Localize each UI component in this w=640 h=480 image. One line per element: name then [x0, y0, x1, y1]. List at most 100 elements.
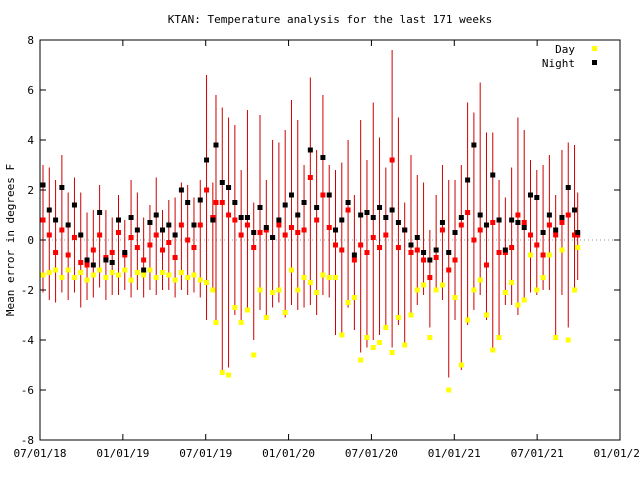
day-point	[232, 305, 238, 310]
mean-point	[333, 242, 339, 248]
mean-point	[339, 247, 345, 253]
night-point	[565, 185, 571, 190]
day-point	[90, 272, 96, 278]
mean-point	[421, 257, 427, 263]
x-tick-label: 01/01/20	[262, 447, 315, 460]
day-point	[534, 287, 540, 293]
day-point	[439, 282, 445, 288]
mean-point	[307, 175, 313, 180]
night-point	[502, 247, 508, 253]
day-point	[427, 335, 433, 340]
night-point	[282, 202, 288, 208]
day-point	[477, 277, 483, 283]
day-point	[333, 275, 339, 280]
night-point	[238, 215, 244, 220]
mean-point	[115, 230, 121, 235]
day-point	[53, 267, 59, 273]
mean-point	[540, 252, 546, 258]
y-tick-label: 0	[27, 234, 34, 247]
day-point	[147, 267, 153, 273]
day-point	[364, 335, 370, 340]
legend-day-label: Day	[555, 43, 575, 56]
day-point	[103, 275, 109, 280]
mean-point	[483, 262, 489, 268]
day-point	[282, 310, 288, 315]
mean-point	[191, 245, 197, 250]
day-point	[433, 287, 439, 293]
mean-point	[282, 232, 288, 238]
mean-point	[84, 262, 90, 268]
night-point	[288, 192, 294, 198]
mean-point	[65, 252, 71, 258]
night-point	[219, 180, 225, 185]
day-point	[226, 372, 232, 378]
mean-point	[433, 255, 439, 260]
day-point	[458, 362, 464, 368]
night-point	[458, 215, 464, 220]
day-point	[471, 287, 477, 293]
day-point	[358, 357, 364, 363]
night-point	[226, 185, 232, 190]
day-point	[251, 352, 257, 358]
mean-point	[345, 207, 351, 213]
day-point	[540, 275, 546, 280]
y-tick-label: 4	[27, 134, 34, 147]
mean-point	[314, 217, 320, 223]
mean-point	[509, 245, 515, 250]
day-point	[389, 350, 395, 355]
y-tick-label: -2	[21, 284, 34, 297]
mean-point	[320, 192, 326, 198]
night-point	[433, 247, 439, 253]
night-point	[59, 185, 65, 190]
night-point	[134, 227, 140, 233]
night-point	[575, 230, 581, 235]
day-point	[314, 290, 320, 295]
night-point	[71, 202, 77, 208]
day-point	[515, 302, 521, 308]
night-point	[528, 192, 534, 198]
mean-point	[219, 200, 225, 205]
day-point	[546, 252, 552, 258]
x-axis: 07/01/18 01/01/19 07/01/19 01/01/20 07/01/20…	[14, 40, 640, 460]
day-point	[153, 275, 159, 280]
day-point	[178, 270, 184, 275]
day-point	[213, 320, 219, 325]
mean-point	[389, 157, 395, 163]
night-point	[40, 182, 46, 188]
night-point	[103, 257, 109, 263]
mean-point	[141, 257, 147, 263]
mean-point	[160, 247, 166, 253]
mean-point	[565, 212, 571, 218]
legend: Day Night	[542, 43, 597, 70]
mean-point	[326, 225, 332, 230]
night-point	[115, 217, 121, 223]
mean-point	[414, 247, 420, 253]
x-tick-label: 07/01/18	[14, 447, 67, 460]
day-point	[263, 315, 269, 320]
night-point	[251, 230, 257, 235]
day-point	[377, 340, 383, 345]
day-point	[197, 277, 203, 283]
mean-point	[364, 250, 370, 255]
day-point	[307, 280, 313, 285]
y-tick-label: -6	[21, 384, 34, 397]
mean-point	[515, 212, 521, 218]
night-point	[477, 212, 483, 218]
day-point	[71, 275, 77, 280]
night-point	[402, 227, 408, 233]
day-point	[210, 287, 216, 293]
night-point	[232, 200, 238, 205]
day-point	[295, 287, 301, 293]
night-point	[128, 215, 134, 220]
night-point	[172, 232, 178, 238]
y-tick-label: -8	[21, 434, 34, 447]
night-point	[364, 210, 370, 215]
mean-point	[446, 267, 452, 273]
day-point	[572, 287, 578, 293]
mean-point	[251, 245, 257, 250]
night-series	[40, 142, 581, 273]
y-tick-label: 8	[27, 34, 34, 47]
night-point	[333, 227, 339, 233]
night-point	[345, 200, 351, 205]
day-point	[326, 275, 332, 280]
